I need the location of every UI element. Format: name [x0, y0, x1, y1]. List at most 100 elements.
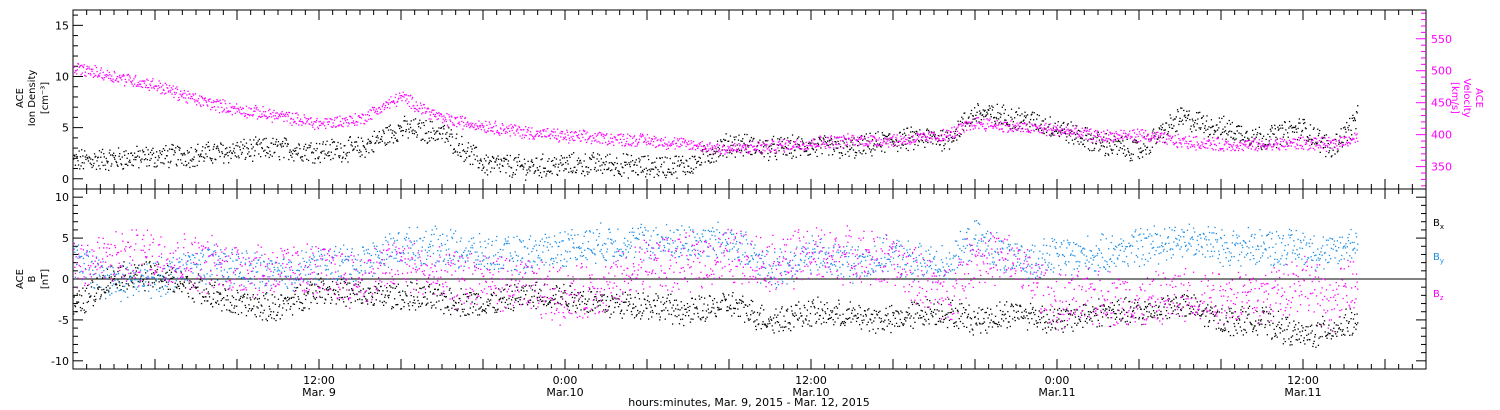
velocity-point: [1256, 141, 1258, 144]
velocity-point: [942, 128, 944, 131]
density-point: [398, 125, 400, 127]
density-point: [1292, 126, 1294, 128]
velocity-point: [1105, 137, 1107, 139]
bx-point: [113, 270, 115, 272]
density-point: [1200, 117, 1203, 119]
density-point: [280, 146, 283, 148]
density-point: [1037, 129, 1040, 131]
density-point: [304, 143, 307, 145]
velocity-point: [1264, 148, 1267, 150]
density-point: [561, 157, 564, 159]
velocity-point: [718, 149, 720, 151]
bx-point: [160, 279, 162, 281]
density-point: [245, 156, 247, 159]
velocity-point: [1089, 138, 1091, 140]
density-point: [239, 146, 241, 148]
velocity-point: [1033, 130, 1035, 132]
density-point: [1208, 126, 1210, 128]
velocity-point: [402, 95, 404, 97]
velocity-point: [318, 121, 320, 123]
density-point: [141, 158, 143, 160]
velocity-point: [309, 123, 311, 125]
density-point: [402, 134, 404, 137]
bx-point: [418, 306, 420, 308]
velocity-point: [565, 136, 567, 138]
density-point: [105, 168, 107, 171]
velocity-point: [470, 122, 472, 124]
velocity-point: [839, 140, 842, 142]
density-point: [685, 159, 687, 161]
velocity-point: [1346, 141, 1348, 144]
velocity-point: [922, 136, 924, 138]
velocity-point: [283, 120, 285, 123]
velocity-point: [286, 120, 288, 122]
density-point: [125, 150, 127, 152]
density-point: [134, 156, 136, 158]
density-point: [1355, 111, 1358, 113]
velocity-point: [323, 121, 325, 123]
velocity-point: [851, 136, 853, 139]
density-point: [427, 141, 429, 144]
density-point: [381, 140, 383, 142]
velocity-point: [1289, 142, 1291, 144]
density-point: [319, 143, 321, 145]
density-point: [264, 155, 267, 157]
density-point: [1068, 142, 1070, 144]
density-point: [474, 158, 476, 161]
velocity-point: [82, 65, 84, 68]
density-point: [376, 135, 379, 137]
density-point: [1293, 126, 1295, 129]
density-point: [618, 170, 620, 173]
density-point: [982, 109, 984, 111]
density-point: [1132, 153, 1134, 156]
density-point: [289, 149, 291, 151]
density-point: [242, 144, 244, 146]
bx-point: [401, 299, 403, 301]
velocity-point: [522, 134, 524, 136]
velocity-point: [1093, 134, 1095, 137]
density-point: [527, 160, 529, 162]
density-point: [464, 159, 467, 161]
density-point: [1296, 139, 1299, 141]
velocity-point: [377, 113, 379, 115]
density-point: [840, 152, 842, 154]
velocity-point: [564, 133, 566, 135]
density-point: [1010, 116, 1012, 118]
density-point: [1282, 127, 1284, 129]
bx-point: [352, 289, 354, 292]
density-point: [998, 122, 1000, 124]
velocity-point: [301, 124, 303, 126]
density-point: [283, 137, 286, 139]
density-point: [1138, 157, 1141, 160]
density-point: [311, 152, 313, 154]
velocity-point: [98, 75, 101, 77]
velocity-point: [641, 133, 644, 136]
velocity-point: [1081, 127, 1083, 129]
bx-point: [157, 274, 159, 276]
density-point: [715, 160, 717, 162]
density-point: [1102, 145, 1104, 147]
density-point: [176, 145, 179, 147]
plasma-panel-frame: [72, 9, 1427, 190]
density-point: [968, 116, 970, 118]
density-point: [494, 161, 497, 163]
velocity-point: [763, 143, 765, 145]
density-point: [204, 147, 206, 149]
density-point: [410, 126, 412, 129]
velocity-point: [913, 141, 915, 143]
velocity-point: [569, 131, 572, 134]
density-point: [1338, 141, 1340, 143]
velocity-point: [168, 84, 171, 87]
bx-point: [177, 285, 179, 287]
velocity-point: [599, 142, 601, 144]
velocity-point: [270, 113, 272, 115]
density-point: [1271, 125, 1273, 127]
velocity-point: [1121, 135, 1123, 137]
bx-point: [135, 270, 137, 272]
density-point: [994, 120, 996, 122]
velocity-point: [712, 146, 714, 149]
velocity-point: [1153, 136, 1155, 138]
bx-point: [422, 287, 424, 289]
velocity-point: [707, 150, 709, 152]
velocity-point: [1061, 128, 1063, 130]
